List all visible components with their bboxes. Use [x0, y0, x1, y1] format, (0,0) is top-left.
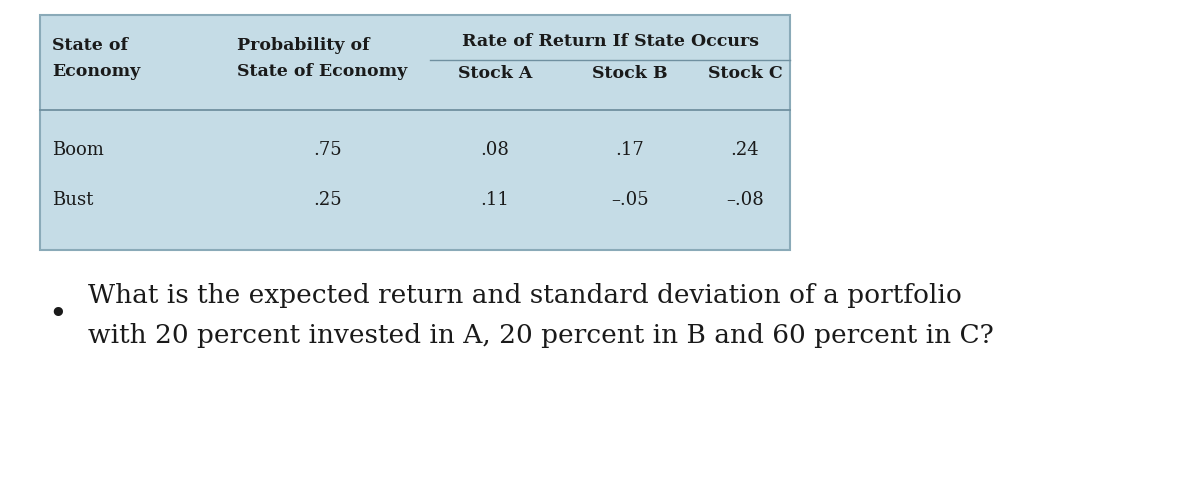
Text: Boom: Boom — [52, 141, 104, 159]
Text: Bust: Bust — [52, 191, 94, 209]
Text: State of Economy: State of Economy — [238, 63, 407, 80]
Text: .24: .24 — [731, 141, 760, 159]
Text: Rate of Return If State Occurs: Rate of Return If State Occurs — [462, 33, 758, 50]
Text: –.05: –.05 — [611, 191, 649, 209]
Text: Probability of: Probability of — [238, 37, 370, 54]
Text: .08: .08 — [480, 141, 510, 159]
Text: with 20 percent invested in A, 20 percent in B and 60 percent in C?: with 20 percent invested in A, 20 percen… — [88, 323, 994, 348]
Text: Stock B: Stock B — [592, 65, 668, 82]
Text: Stock C: Stock C — [708, 65, 782, 82]
Text: State of: State of — [52, 37, 128, 54]
Text: What is the expected return and standard deviation of a portfolio: What is the expected return and standard… — [88, 283, 962, 308]
FancyBboxPatch shape — [40, 15, 790, 250]
Text: Stock A: Stock A — [458, 65, 532, 82]
Text: .25: .25 — [313, 191, 342, 209]
Text: –.08: –.08 — [726, 191, 764, 209]
Text: .11: .11 — [480, 191, 510, 209]
Text: Economy: Economy — [52, 63, 140, 80]
Text: •: • — [49, 300, 67, 331]
Text: .17: .17 — [616, 141, 644, 159]
Text: .75: .75 — [313, 141, 342, 159]
